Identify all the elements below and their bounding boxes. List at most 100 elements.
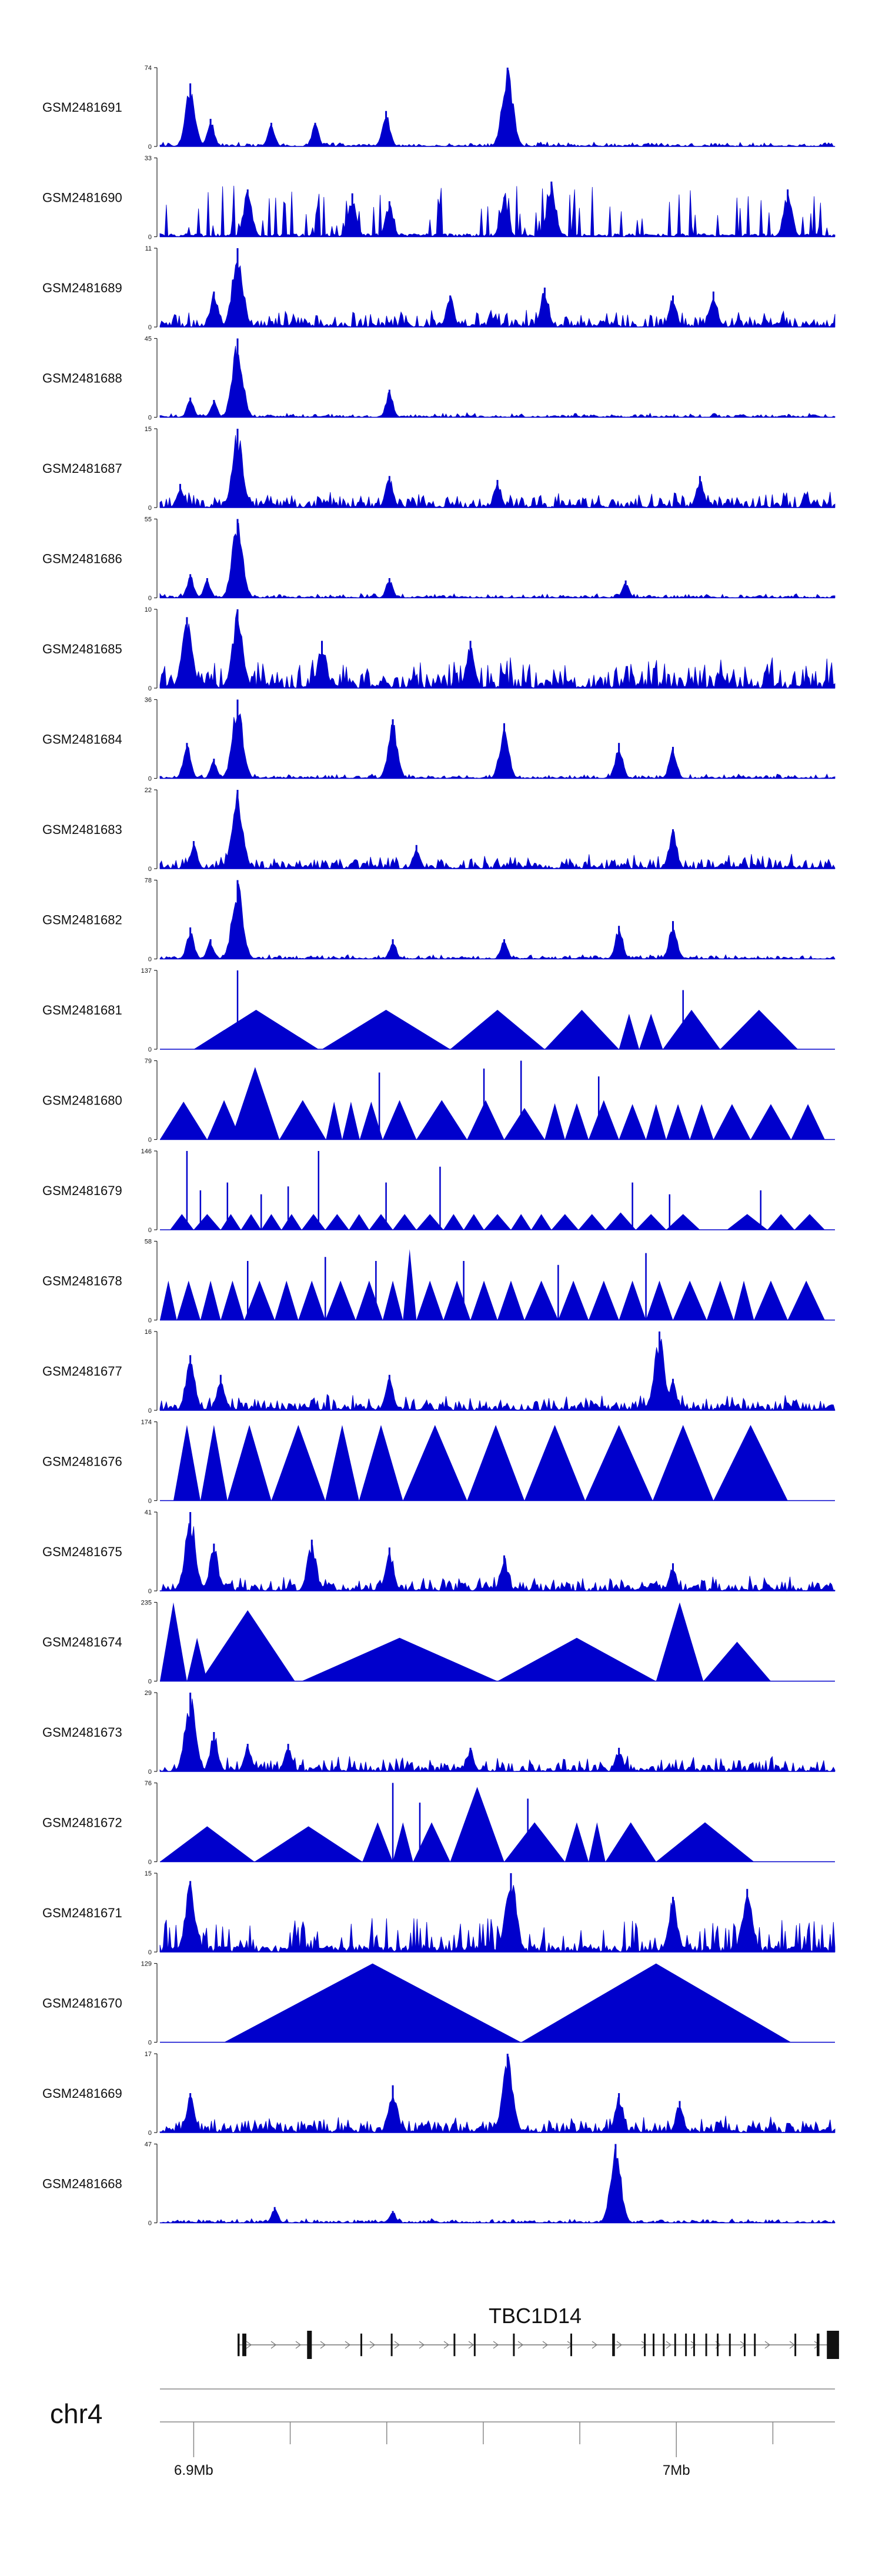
- y-min-label: 0: [148, 2040, 152, 2047]
- coverage-triangle: [605, 1212, 636, 1230]
- coverage-triangle: [160, 1826, 255, 1862]
- coverage-triangle: [463, 1214, 485, 1230]
- track-GSM2481670: GSM2481670 129 0: [42, 1961, 835, 2047]
- gene-exon: [705, 2333, 707, 2357]
- coverage-triangle: [443, 1280, 471, 1320]
- track-GSM2481689: GSM2481689 11 0: [42, 245, 836, 331]
- coverage-triangle: [325, 1214, 349, 1230]
- coverage-triangle: [450, 1010, 545, 1049]
- track-GSM2481684: GSM2481684 36 0: [42, 697, 836, 783]
- coverage-triangle: [160, 1280, 177, 1320]
- coverage-triangle: [754, 1280, 788, 1320]
- y-axis: 146 0: [141, 1148, 158, 1234]
- strand-arrow: [641, 2341, 647, 2349]
- track-label: GSM2481687: [42, 461, 122, 476]
- coverage-triangle: [564, 1103, 589, 1140]
- coverage-triangle: [767, 1214, 795, 1230]
- strand-arrow: [468, 2341, 475, 2349]
- coverage-triangle: [416, 1100, 467, 1140]
- coverage-triangle: [544, 1103, 565, 1140]
- coverage-triangle: [176, 1280, 201, 1320]
- coverage-triangle: [588, 1280, 619, 1320]
- y-max-label: 58: [145, 1239, 152, 1246]
- track-GSM2481669: GSM2481669 17 0: [42, 2051, 836, 2137]
- y-min-label: 0: [148, 776, 152, 783]
- coverage-triangle: [322, 1010, 450, 1049]
- track-label: GSM2481684: [42, 732, 122, 747]
- signal-area: [159, 183, 836, 238]
- y-max-label: 17: [145, 2051, 152, 2058]
- track-label: GSM2481679: [42, 1183, 122, 1198]
- y-axis: 15 0: [145, 426, 158, 512]
- coverage-triangle: [443, 1214, 464, 1230]
- coverage-triangle: [302, 1214, 326, 1230]
- coverage-triangle: [416, 1214, 444, 1230]
- track-GSM2481672: GSM2481672 76 0: [42, 1780, 835, 1866]
- coverage-triangle: [173, 1424, 201, 1501]
- y-axis: 36 0: [145, 697, 158, 783]
- coverage-triangle: [639, 1013, 663, 1049]
- y-axis: 22 0: [145, 787, 158, 873]
- signal-area: [159, 790, 836, 870]
- y-min-label: 0: [148, 1137, 152, 1144]
- strand-arrow: [345, 2341, 351, 2349]
- strand-arrow: [443, 2341, 450, 2349]
- coverage-triangle: [531, 1214, 552, 1230]
- gene-exon: [754, 2333, 756, 2357]
- y-min-label: 0: [148, 1046, 152, 1053]
- coverage-triangle: [510, 1214, 532, 1230]
- coverage-triangle: [403, 1424, 467, 1501]
- coverage-triangle: [504, 1822, 565, 1862]
- y-axis: 41 0: [145, 1509, 158, 1595]
- y-axis: 137 0: [141, 967, 158, 1053]
- track-label: GSM2481686: [42, 552, 122, 566]
- gene-exon: [674, 2333, 676, 2357]
- y-axis: 78 0: [145, 877, 158, 963]
- coverage-triangle: [271, 1424, 326, 1501]
- axis-tick-label: 7Mb: [663, 2462, 690, 2478]
- y-axis: 74 0: [145, 65, 158, 151]
- y-axis: 29 0: [145, 1690, 158, 1776]
- coverage-triangle: [720, 1010, 798, 1049]
- coverage-triangle: [160, 1102, 208, 1140]
- gene-model-track: TBC1D14: [238, 2304, 839, 2359]
- gene-exon: [570, 2333, 572, 2357]
- signal-area: [159, 523, 836, 599]
- coverage-triangle: [193, 1010, 319, 1049]
- signal-area: [159, 1881, 836, 1953]
- coverage-triangle: [227, 1424, 272, 1501]
- coverage-triangle: [200, 1280, 221, 1320]
- y-min-label: 0: [148, 1949, 152, 1956]
- coverage-triangle: [279, 1100, 326, 1140]
- coverage-triangle: [605, 1822, 656, 1862]
- coverage-triangle: [703, 1641, 771, 1681]
- y-max-label: 137: [141, 967, 152, 975]
- strand-arrow: [493, 2341, 499, 2349]
- coverage-triangle: [666, 1214, 700, 1230]
- y-axis: 10 0: [145, 606, 158, 692]
- coverage-triangle: [416, 1280, 444, 1320]
- y-max-label: 15: [145, 426, 152, 433]
- track-label: GSM2481681: [42, 1003, 122, 1017]
- track-label: GSM2481685: [42, 642, 122, 656]
- signal-area: [159, 261, 836, 328]
- y-axis: 33 0: [145, 155, 158, 241]
- track-GSM2481690: GSM2481690 33 0: [42, 155, 836, 241]
- coverage-triangle: [193, 1214, 221, 1230]
- strand-arrow: [295, 2341, 302, 2349]
- y-axis: 76 0: [145, 1780, 158, 1866]
- gene-exon: [238, 2333, 240, 2357]
- coverage-triangle: [281, 1214, 302, 1230]
- coverage-triangle: [713, 1424, 788, 1501]
- coverage-triangle: [713, 1104, 751, 1140]
- y-min-label: 0: [148, 505, 152, 512]
- y-min-label: 0: [148, 1859, 152, 1866]
- genome-axis-track: chr4 6.9Mb 7Mb: [50, 2388, 835, 2478]
- track-GSM2481671: GSM2481671 15 0: [42, 1870, 836, 1956]
- track-GSM2481673: GSM2481673 29 0: [42, 1690, 836, 1776]
- gene-exon: [729, 2333, 731, 2357]
- signal-area: [159, 883, 836, 960]
- track-GSM2481691: GSM2481691 74 0: [42, 65, 836, 151]
- coverage-triangle: [393, 1214, 417, 1230]
- y-min-label: 0: [148, 1679, 152, 1686]
